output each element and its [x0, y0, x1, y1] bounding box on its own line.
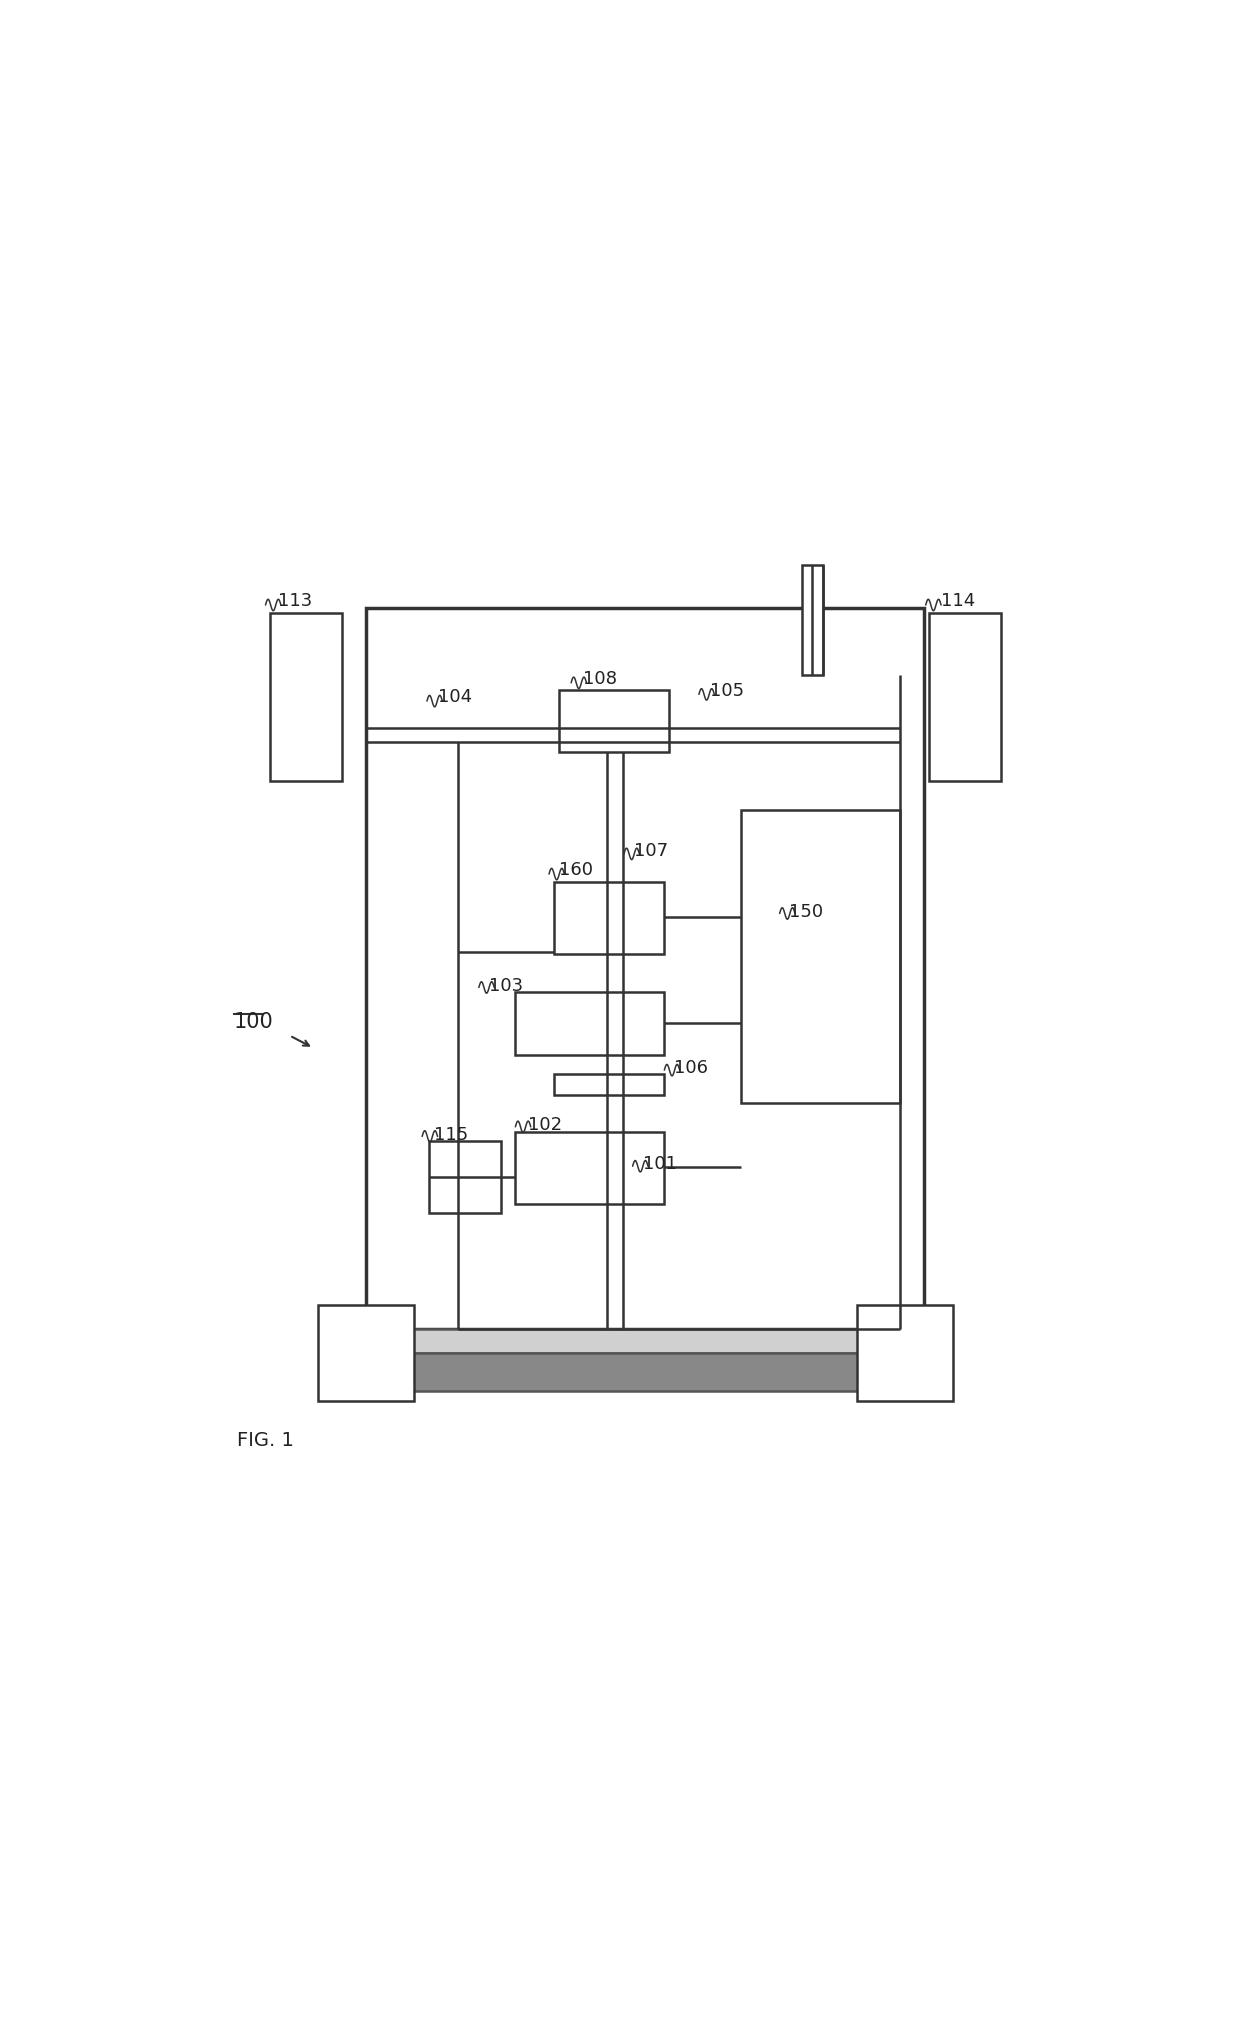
Bar [516, 1133, 665, 1204]
Text: 113: 113 [278, 593, 312, 609]
Bar [929, 613, 1001, 781]
Bar [558, 690, 670, 753]
Bar [742, 811, 900, 1103]
Text: FIG. 1: FIG. 1 [237, 1430, 294, 1448]
Bar [857, 1305, 952, 1402]
Bar [554, 882, 665, 955]
Bar [429, 1141, 501, 1214]
Text: 150: 150 [789, 902, 823, 920]
Text: 102: 102 [528, 1115, 562, 1133]
Text: 101: 101 [644, 1155, 677, 1173]
Bar [270, 613, 342, 781]
Bar [367, 1329, 924, 1353]
Text: 160: 160 [558, 862, 593, 878]
Text: 115: 115 [434, 1125, 467, 1143]
Bar [367, 609, 924, 1329]
Text: 107: 107 [634, 842, 667, 860]
Text: 105: 105 [711, 682, 744, 700]
Bar [319, 1305, 414, 1402]
Text: 114: 114 [941, 593, 976, 609]
Bar [554, 1074, 665, 1096]
Text: 106: 106 [675, 1058, 708, 1076]
Bar [516, 993, 665, 1056]
Bar [802, 564, 823, 676]
Bar [367, 1353, 924, 1392]
Text: 100: 100 [234, 1012, 274, 1032]
Text: 103: 103 [490, 977, 523, 993]
Text: 108: 108 [583, 670, 616, 688]
Text: 104: 104 [439, 688, 472, 706]
